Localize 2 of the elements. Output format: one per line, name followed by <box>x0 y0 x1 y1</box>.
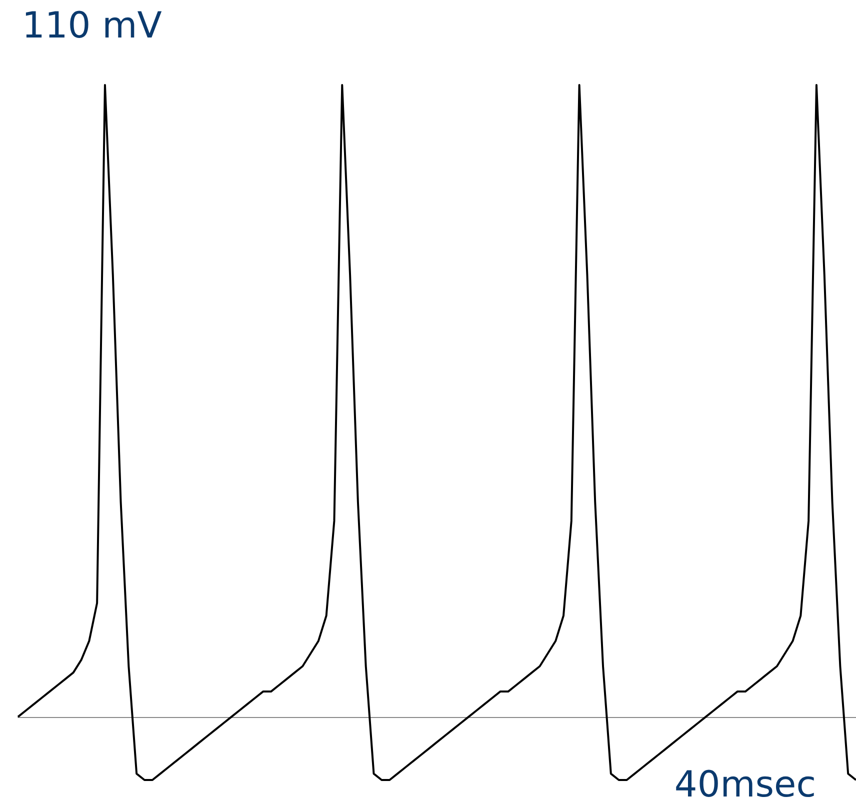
text: 110 mV <box>22 6 162 46</box>
annotation: 40msec <box>674 764 816 806</box>
